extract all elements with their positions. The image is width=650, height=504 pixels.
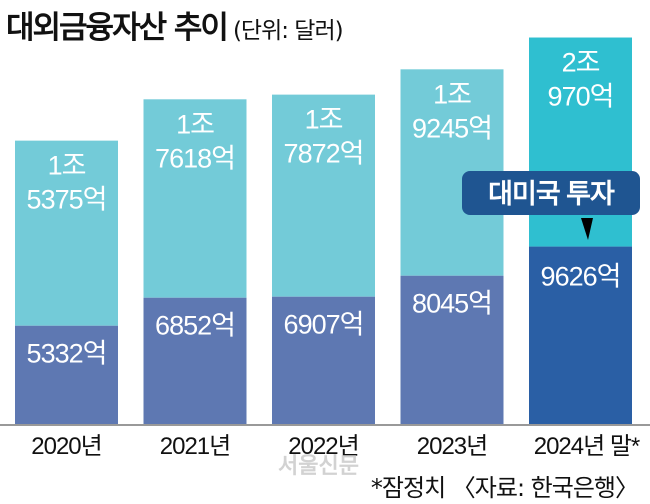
total-label-line1: 1조 — [433, 79, 471, 109]
unit-label: (단위: 달러) — [232, 18, 344, 44]
watermark-logo: 서울신문 — [278, 454, 359, 479]
total-label-line2: 970억 — [548, 82, 614, 112]
callout-pointer — [581, 218, 593, 240]
callout-box — [462, 171, 640, 215]
source-footnote: *잠정치 〈자료: 한국은행〉 — [370, 474, 639, 502]
us-value-label: 9626억 — [541, 262, 621, 292]
total-label-line2: 9245억 — [412, 113, 492, 143]
title-text: 대외금융자산 추이 — [6, 10, 229, 46]
total-label-line1: 1조 — [305, 105, 343, 135]
x-tick-label: 2023년 — [417, 433, 487, 460]
total-label-line1: 2조 — [562, 48, 600, 78]
callout-label: 대미국 투자 — [488, 179, 615, 209]
bar-segment-us — [529, 246, 632, 424]
us-value-label: 6852억 — [155, 311, 235, 341]
bar-segment-us — [272, 296, 375, 424]
x-tick-label: 2024년 말* — [534, 433, 640, 460]
total-label-line1: 1조 — [48, 151, 86, 181]
x-tick-label: 2022년 — [288, 433, 358, 460]
us-value-label: 8045억 — [412, 289, 492, 319]
bar-segment-other — [15, 140, 118, 326]
x-tick-label: 2020년 — [31, 433, 101, 460]
total-label-line2: 7618억 — [155, 143, 235, 173]
us-value-label: 6907억 — [284, 310, 364, 340]
bar-segment-us — [15, 325, 118, 424]
total-label-line2: 5375억 — [27, 185, 107, 215]
x-tick-label: 2021년 — [160, 433, 230, 460]
bar-segment-us — [143, 297, 247, 424]
chart-title: 대외금융자산 추이 (단위: 달러) — [6, 2, 344, 47]
us-value-label: 5332억 — [27, 339, 107, 369]
total-label-line2: 7872억 — [284, 139, 364, 169]
total-label-line1: 1조 — [176, 109, 214, 139]
bar-segment-other — [272, 94, 375, 297]
bar-segment-us — [400, 275, 504, 424]
bar-segment-other — [143, 99, 247, 298]
